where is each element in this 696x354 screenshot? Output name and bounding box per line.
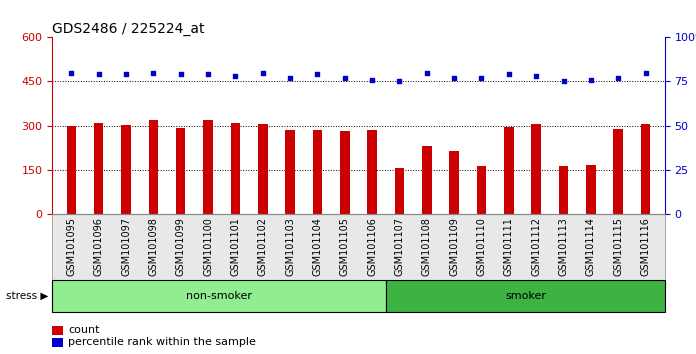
Bar bbox=[613, 129, 623, 214]
Point bbox=[230, 73, 241, 79]
Point bbox=[367, 77, 378, 82]
Point bbox=[448, 75, 459, 81]
Bar bbox=[559, 166, 569, 214]
Text: GDS2486 / 225224_at: GDS2486 / 225224_at bbox=[52, 22, 205, 36]
Bar bbox=[313, 130, 322, 214]
Point bbox=[65, 70, 77, 75]
Point bbox=[476, 75, 487, 81]
Point bbox=[93, 72, 104, 77]
Point bbox=[285, 75, 296, 81]
Bar bbox=[148, 120, 158, 214]
Point bbox=[257, 70, 268, 75]
Bar bbox=[477, 166, 487, 214]
Bar bbox=[258, 124, 267, 214]
Text: stress ▶: stress ▶ bbox=[6, 291, 49, 301]
Point bbox=[312, 72, 323, 77]
Bar bbox=[203, 120, 213, 214]
Point bbox=[558, 79, 569, 84]
Bar bbox=[367, 130, 377, 214]
Text: count: count bbox=[68, 325, 100, 335]
Point bbox=[640, 70, 651, 75]
Point bbox=[339, 75, 350, 81]
Point bbox=[148, 70, 159, 75]
Bar bbox=[67, 126, 76, 214]
Point bbox=[175, 72, 187, 77]
Bar bbox=[422, 146, 432, 214]
Point bbox=[203, 72, 214, 77]
Bar bbox=[641, 124, 650, 214]
Bar bbox=[531, 124, 541, 214]
Point bbox=[421, 70, 432, 75]
Text: non-smoker: non-smoker bbox=[187, 291, 252, 301]
Bar bbox=[121, 125, 131, 214]
Bar bbox=[230, 123, 240, 214]
Bar bbox=[340, 131, 349, 214]
Bar bbox=[504, 127, 514, 214]
Bar bbox=[285, 130, 295, 214]
Point bbox=[394, 79, 405, 84]
Bar bbox=[586, 166, 596, 214]
Bar bbox=[176, 128, 186, 214]
Point bbox=[530, 73, 541, 79]
Text: smoker: smoker bbox=[505, 291, 546, 301]
Point bbox=[585, 77, 596, 82]
Point bbox=[120, 72, 132, 77]
Bar bbox=[94, 123, 104, 214]
Bar bbox=[450, 151, 459, 214]
Bar bbox=[395, 169, 404, 214]
Point bbox=[503, 72, 514, 77]
Point bbox=[612, 75, 624, 81]
Text: percentile rank within the sample: percentile rank within the sample bbox=[68, 337, 256, 348]
